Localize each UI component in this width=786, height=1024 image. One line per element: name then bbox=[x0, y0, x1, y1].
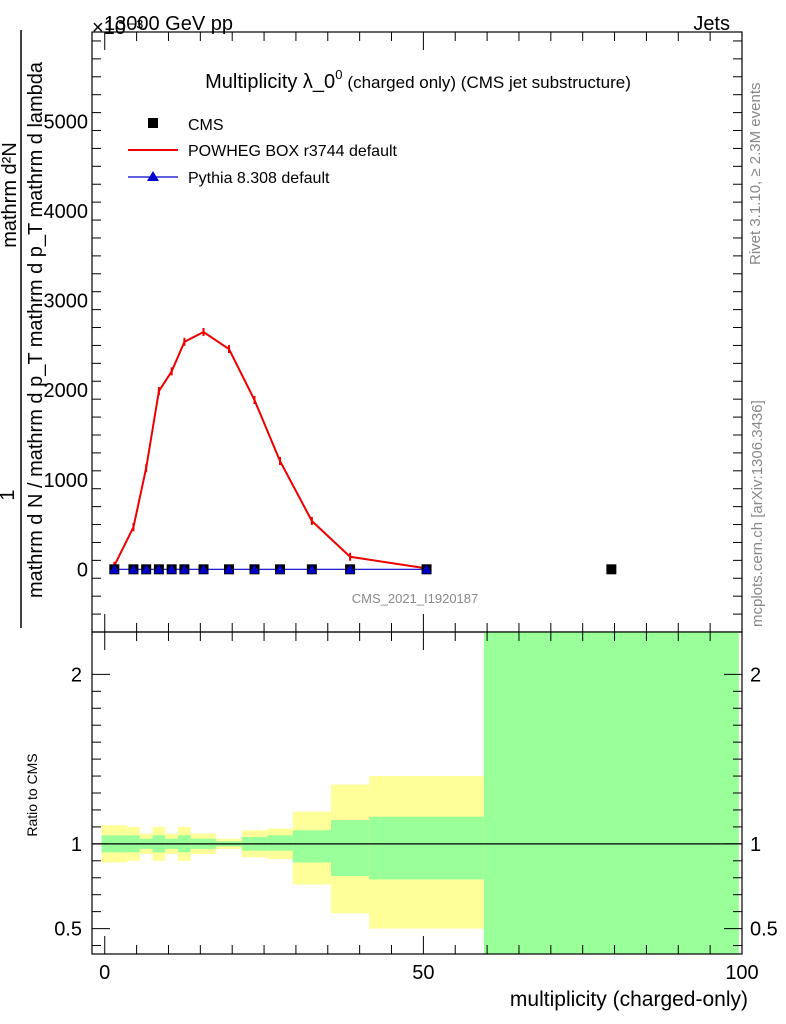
legend-pythia-label: Pythia 8.308 default bbox=[188, 170, 330, 187]
y-axis-title-numerator: 1 bbox=[0, 489, 19, 500]
pythia-point bbox=[166, 564, 177, 574]
ratio-x-tick-label: 0 bbox=[99, 962, 110, 984]
y-axis-title-tail: mathrm d²N bbox=[0, 142, 21, 248]
main-series bbox=[109, 328, 617, 575]
y-axis-title: 1 mathrm d N / mathrm d p_T mathrm d p_T… bbox=[0, 30, 47, 628]
ratio-y-tick-label: 0.5 bbox=[54, 919, 82, 941]
legend-cms-marker bbox=[148, 118, 158, 128]
ratio-y-ticks: 0.5 0.5 1 1 2 2 bbox=[54, 664, 778, 947]
x-axis-title: multiplicity (charged-only) bbox=[510, 988, 748, 1011]
legend-powheg-label: POWHEG BOX r3744 default bbox=[188, 143, 398, 160]
ratio-y-tick-label-right: 0.5 bbox=[750, 919, 778, 941]
pythia-point bbox=[224, 564, 235, 574]
legend-pythia-marker bbox=[147, 171, 159, 181]
pythia-point bbox=[274, 564, 285, 574]
ratio-band-inner bbox=[330, 820, 370, 877]
ratio-band-inner bbox=[369, 816, 484, 880]
ratio-y-tick-label-right: 1 bbox=[750, 834, 761, 856]
pythia-point bbox=[109, 564, 120, 574]
main-y-tick-label: 5000 bbox=[44, 112, 89, 134]
legend-cms-label: CMS bbox=[188, 117, 224, 134]
chart-title-suffix: (charged only) (CMS jet substructure) bbox=[347, 73, 630, 92]
ratio-x-ticks: 0 50 100 bbox=[99, 632, 759, 984]
process-label: Jets bbox=[693, 13, 730, 35]
chart-title-main: Multiplicity λ_0 bbox=[205, 71, 335, 93]
main-y-tick-label: 0 bbox=[77, 559, 88, 581]
rivet-label: Rivet 3.1.10, ≥ 2.3M events bbox=[747, 83, 764, 266]
pythia-point bbox=[306, 564, 317, 574]
main-y-tick-label: 4000 bbox=[44, 201, 89, 223]
pythia-point bbox=[128, 564, 139, 574]
mcplots-label: mcplots.cern.ch [arXiv:1306.3436] bbox=[749, 400, 766, 627]
ratio-band-inner bbox=[483, 632, 739, 954]
ratio-y-tick-label-right: 2 bbox=[750, 664, 761, 686]
pythia-point bbox=[249, 564, 260, 574]
pythia-point bbox=[198, 564, 209, 574]
pythia-point bbox=[179, 564, 190, 574]
pythia-point bbox=[421, 564, 432, 574]
powheg-series-line bbox=[113, 330, 427, 570]
ratio-panel: 0.5 0.5 1 1 2 2 0 50 100 Ratio to CMS multiplic… bbox=[24, 631, 778, 1011]
ratio-x-tick-label: 100 bbox=[725, 962, 758, 984]
cms-data-point bbox=[606, 564, 617, 575]
chart-title-sup: 0 bbox=[335, 67, 342, 82]
pythia-point bbox=[345, 564, 356, 574]
main-y-ticks: 0 1000 2000 3000 4000 5000 bbox=[44, 40, 742, 615]
main-y-tick-label: 3000 bbox=[44, 291, 89, 313]
legend: CMS POWHEG BOX r3744 default Pythia 8.30… bbox=[128, 117, 398, 187]
ratio-y-tick-label: 2 bbox=[71, 664, 82, 686]
analysis-watermark: CMS_2021_I1920187 bbox=[352, 591, 479, 606]
energy-label: 13000 GeV pp bbox=[104, 13, 233, 35]
ratio-y-tick-label: 1 bbox=[71, 834, 82, 856]
pythia-point bbox=[141, 564, 152, 574]
y-multiplier: ×10⁻³ bbox=[92, 17, 143, 39]
ratio-y-axis-title: Ratio to CMS bbox=[24, 753, 40, 836]
y-axis-title-denominator: mathrm d N / mathrm d p_T mathrm d p_T m… bbox=[25, 61, 47, 598]
ratio-bands bbox=[101, 632, 739, 954]
main-y-tick-label: 1000 bbox=[44, 470, 89, 492]
ratio-band-inner bbox=[267, 835, 293, 851]
chart-title: Multiplicity λ_00 (charged only) (CMS jet… bbox=[205, 67, 631, 93]
pythia-point bbox=[153, 564, 164, 574]
main-x-ticks bbox=[104, 32, 743, 632]
ratio-x-tick-label: 50 bbox=[412, 962, 434, 984]
ratio-band-inner bbox=[292, 830, 331, 863]
main-y-tick-label: 2000 bbox=[44, 380, 89, 402]
